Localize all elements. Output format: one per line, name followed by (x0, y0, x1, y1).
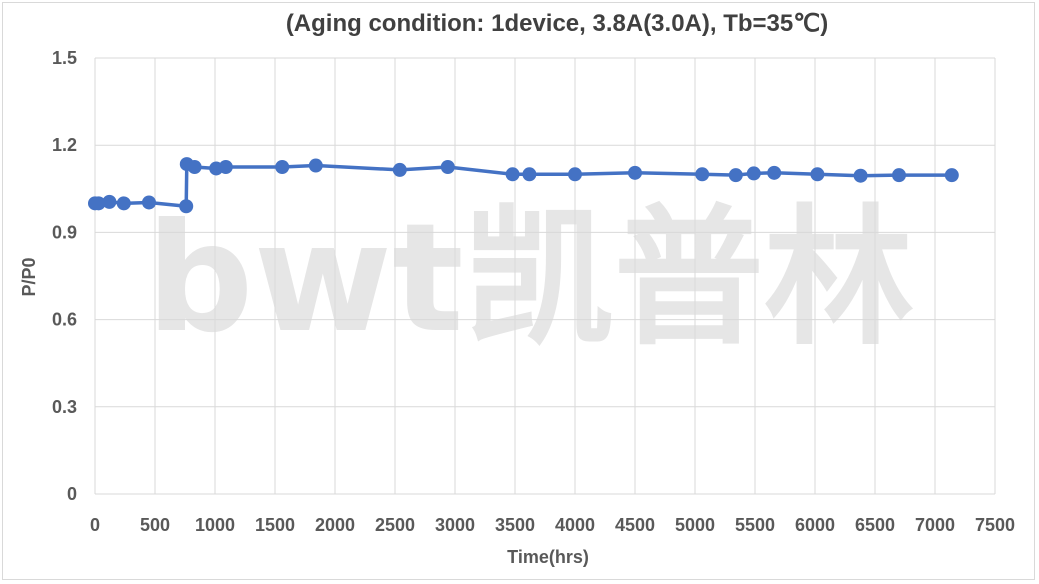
x-tick-label: 7500 (975, 515, 1015, 535)
data-point (440, 160, 455, 174)
data-point (728, 168, 743, 183)
data-point (218, 160, 233, 174)
x-tick-label: 4000 (555, 515, 595, 535)
data-point (102, 194, 117, 209)
x-axis-title: Time(hrs) (507, 547, 589, 567)
x-tick-label: 0 (90, 515, 100, 535)
data-point (568, 167, 582, 182)
x-tick-label: 3000 (435, 515, 475, 535)
x-tick-label: 7000 (915, 515, 955, 535)
series-group (88, 157, 959, 214)
data-point (187, 160, 202, 174)
x-tick-label: 2000 (315, 515, 355, 535)
y-tick-label: 0.9 (52, 222, 77, 242)
data-point (179, 199, 194, 214)
x-tick-label: 6000 (795, 515, 835, 535)
data-point (116, 196, 131, 211)
x-tick-label: 500 (140, 515, 170, 535)
y-tick-label: 1.5 (52, 48, 77, 68)
data-point (767, 165, 782, 180)
data-point (142, 195, 156, 210)
y-tick-label: 0.3 (52, 397, 77, 417)
x-tick-label: 2500 (375, 515, 415, 535)
data-point (810, 167, 825, 182)
data-point (746, 166, 761, 181)
data-point (892, 168, 906, 183)
data-point (91, 196, 106, 211)
y-axis-ticks: 0 0.3 0.6 0.9 1.2 1.5 (52, 48, 77, 504)
x-tick-label: 5000 (675, 515, 715, 535)
y-tick-label: 1.2 (52, 135, 77, 155)
data-point (628, 165, 642, 180)
data-point (392, 162, 407, 177)
data-point (275, 160, 290, 174)
data-point (522, 167, 537, 182)
data-point (944, 168, 959, 183)
x-tick-label: 3500 (495, 515, 535, 535)
data-point (853, 168, 868, 183)
x-tick-label: 5500 (735, 515, 775, 535)
data-point (505, 167, 520, 182)
data-point (308, 158, 323, 173)
y-tick-label: 0 (67, 484, 77, 504)
y-axis-title: P/P0 (19, 257, 39, 296)
watermark-logo: bwt凯普林 (146, 192, 914, 366)
x-tick-label: 4500 (615, 515, 655, 535)
x-tick-label: 6500 (855, 515, 895, 535)
data-point (695, 167, 710, 182)
x-tick-label: 1000 (195, 515, 235, 535)
chart-title: (Aging condition: 1device, 3.8A(3.0A), T… (286, 10, 828, 37)
x-axis-ticks: 0 500 1000 1500 2000 2500 3000 3500 4000 4500 5000… (90, 515, 1015, 535)
x-tick-label: 1500 (255, 515, 295, 535)
y-tick-label: 0.6 (52, 310, 77, 330)
gridlines (94, 57, 996, 495)
